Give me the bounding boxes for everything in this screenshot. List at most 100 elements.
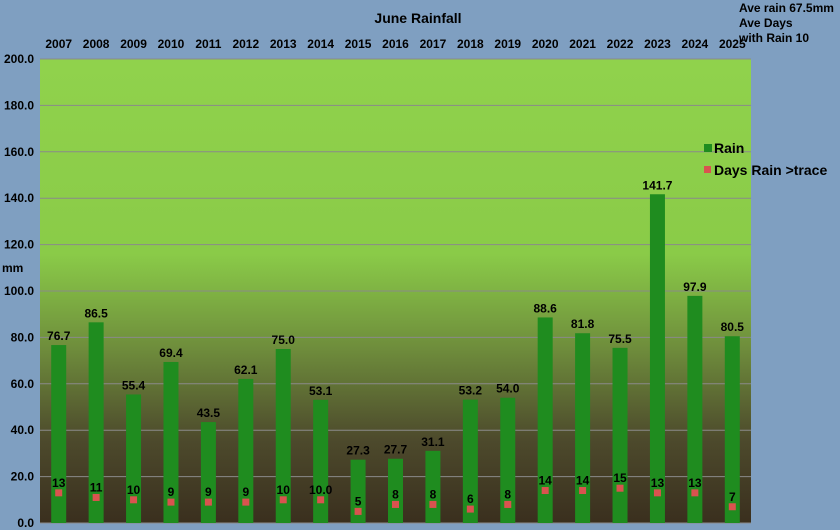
average-annotation: Ave rain 67.5mm Ave Days with Rain 10: [738, 1, 834, 45]
days-count-label: 8: [504, 487, 511, 501]
x-tick-label: 2019: [494, 37, 521, 51]
days-count-label: 10: [277, 483, 291, 497]
days-count-label: 14: [576, 474, 590, 488]
rain-bar: [126, 394, 142, 523]
rain-bar: [687, 295, 703, 523]
x-tick-label: 2017: [420, 37, 447, 51]
x-tick-label: 2018: [457, 37, 484, 51]
rain-bar: [88, 322, 104, 523]
x-tick-label: 2007: [45, 37, 72, 51]
days-marker: [92, 493, 100, 501]
rain-value-label: 86.5: [84, 306, 108, 320]
x-tick-label: 2025: [719, 37, 746, 51]
annotation-line-3: with Rain 10: [738, 31, 809, 45]
x-tick-label: 2008: [83, 37, 110, 51]
annotation-line-2: Ave Days: [739, 16, 793, 30]
days-marker: [354, 507, 362, 515]
x-tick-label: 2009: [120, 37, 147, 51]
days-count-label: 8: [392, 487, 399, 501]
rain-value-label: 55.4: [122, 378, 146, 392]
days-count-label: 9: [205, 485, 212, 499]
x-tick-label: 2020: [532, 37, 559, 51]
rain-value-label: 88.6: [534, 301, 558, 315]
rain-bar: [575, 333, 591, 523]
days-markers: 13 11 10 9 9 9 10 10.0 5 8 8 6 8 14 14 15 13 13 7: [52, 471, 736, 515]
rain-bar: [724, 336, 740, 523]
days-count-label: 14: [539, 474, 553, 488]
days-count-label: 11: [90, 480, 103, 494]
y-tick-label: 160.0: [4, 145, 34, 159]
x-tick-label: 2023: [644, 37, 671, 51]
x-tick-label: 2012: [232, 37, 259, 51]
y-tick-label: 140.0: [4, 191, 34, 205]
rain-value-label: 54.0: [496, 382, 520, 396]
days-marker: [579, 487, 587, 495]
rain-value-label: 75.5: [608, 332, 632, 346]
rain-bar: [275, 349, 291, 523]
rain-bar: [238, 378, 254, 523]
days-marker: [204, 498, 212, 506]
days-count-label: 7: [729, 490, 736, 504]
rain-bar: [163, 361, 179, 523]
days-marker: [130, 496, 138, 504]
days-count-label: 13: [688, 476, 702, 490]
days-marker: [728, 503, 736, 511]
days-count-label: 9: [242, 485, 249, 499]
legend-days-swatch: [704, 166, 711, 173]
days-marker: [466, 505, 474, 513]
y-axis-label: mm: [2, 261, 23, 275]
rain-value-label: 76.7: [47, 329, 71, 343]
rain-bar: [649, 194, 665, 524]
rain-bar: [388, 458, 403, 523]
days-marker: [279, 496, 287, 504]
y-tick-label: 40.0: [11, 423, 35, 437]
rain-value-label: 43.5: [197, 406, 221, 420]
days-marker: [653, 489, 661, 497]
rain-bar: [612, 347, 628, 523]
legend-days-label: Days Rain >trace: [714, 162, 827, 178]
rain-value-label: 27.7: [384, 443, 408, 457]
days-marker: [541, 487, 549, 495]
legend-rain-label: Rain: [714, 140, 744, 156]
days-count-label: 5: [355, 494, 362, 508]
days-marker: [242, 498, 250, 506]
days-count-label: 9: [168, 485, 175, 499]
days-marker: [55, 489, 63, 497]
rain-value-label: 75.0: [272, 333, 296, 347]
days-marker: [691, 489, 699, 497]
chart-title: June Rainfall: [374, 10, 461, 26]
rain-value-label: 69.4: [159, 346, 183, 360]
rain-value-label: 53.1: [309, 384, 333, 398]
days-count-label: 13: [52, 476, 66, 490]
rain-value-label: 81.8: [571, 317, 595, 331]
x-tick-label: 2015: [345, 37, 372, 51]
annotation-line-1: Ave rain 67.5mm: [739, 1, 834, 15]
rain-bar: [350, 459, 366, 523]
x-tick-label: 2021: [569, 37, 596, 51]
days-count-label: 13: [651, 476, 665, 490]
rain-value-label: 62.1: [234, 363, 258, 377]
y-tick-label: 0.0: [17, 516, 34, 530]
y-tick-label: 80.0: [11, 330, 35, 344]
days-count-label: 15: [613, 471, 627, 485]
x-tick-label: 2016: [382, 37, 409, 51]
days-count-label: 10.0: [309, 483, 333, 497]
days-marker: [429, 500, 437, 508]
x-axis-labels: 2007 2008 2009 2010 2011 2012 2013 2014 2015 2016…: [45, 37, 746, 51]
rain-bar: [200, 422, 216, 523]
days-marker: [392, 500, 399, 508]
y-tick-label: 100.0: [4, 284, 34, 298]
x-tick-label: 2014: [307, 37, 334, 51]
rain-value-label: 27.3: [346, 444, 370, 458]
legend: Rain Days Rain >trace: [704, 140, 827, 178]
days-marker: [317, 496, 325, 504]
rain-value-label: 31.1: [421, 435, 445, 449]
x-tick-label: 2010: [158, 37, 185, 51]
x-tick-label: 2024: [682, 37, 709, 51]
rain-bars: 76.7 86.5 55.4 69.4 43.5 62.1 75.0 53.1 27.3 27.7…: [47, 178, 744, 524]
y-tick-label: 120.0: [4, 238, 34, 252]
y-tick-label: 20.0: [11, 470, 35, 484]
x-tick-label: 2011: [195, 37, 221, 51]
rain-bar: [537, 317, 553, 523]
